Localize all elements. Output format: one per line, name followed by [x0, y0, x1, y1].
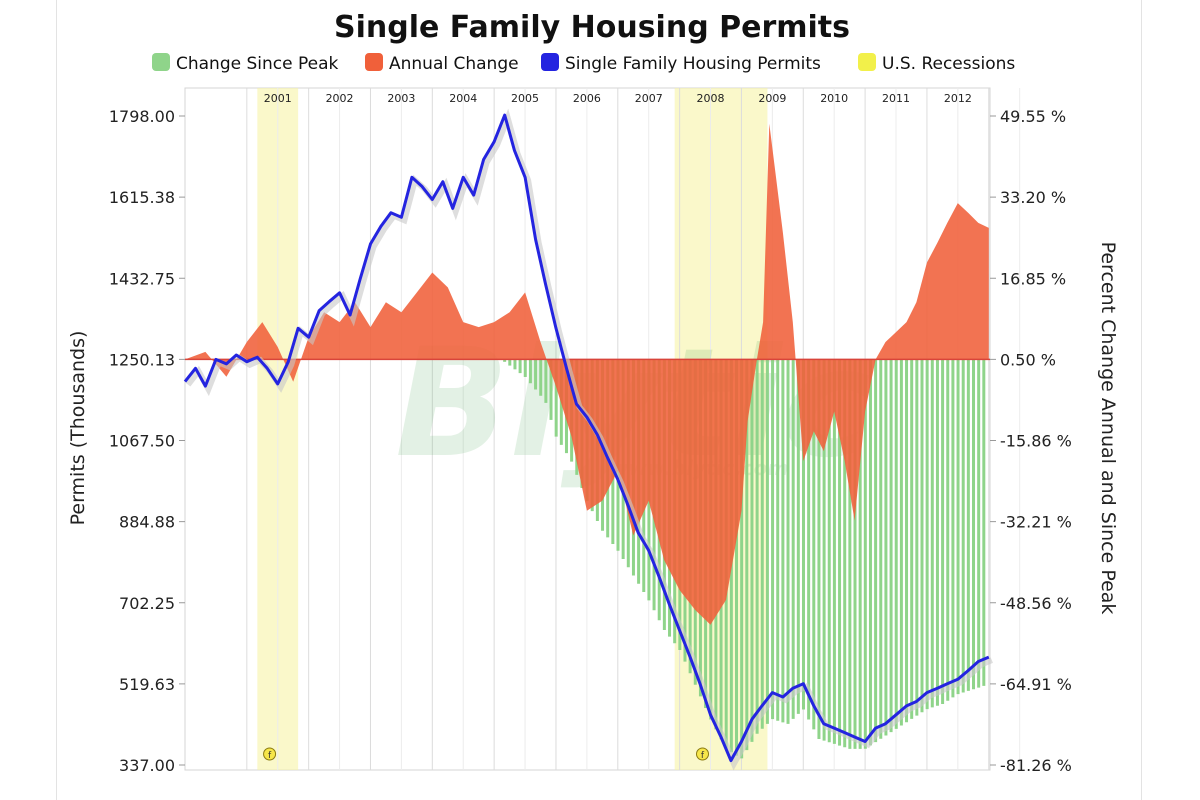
- recession-marker-icon: [696, 747, 709, 761]
- right-tick-label: -81.26 %: [1000, 756, 1072, 775]
- right-tick-label: 33.20 %: [1000, 188, 1066, 207]
- recession-marker-icon: [263, 747, 277, 761]
- left-tick-label: 702.25: [119, 594, 175, 613]
- right-tick-label: -64.91 %: [1000, 675, 1072, 694]
- left-tick-label: 1798.00: [109, 107, 175, 126]
- year-label: 2012: [944, 92, 972, 105]
- year-label: 2011: [882, 92, 910, 105]
- legend-swatch: [541, 53, 559, 71]
- permits-line: [183, 108, 993, 771]
- chart-title: Single Family Housing Permits: [334, 10, 850, 45]
- left-tick-label: 1067.50: [109, 432, 175, 451]
- annual-change-path: [185, 123, 989, 625]
- left-tick-label: 884.88: [119, 513, 175, 532]
- left-tick-label: 519.63: [119, 675, 175, 694]
- right-tick-label: -15.86 %: [1000, 432, 1072, 451]
- legend-label: Single Family Housing Permits: [565, 54, 821, 74]
- legend-swatch: [152, 53, 170, 71]
- right-axis: -81.26 % -64.91 % -48.56 % -32.21 % -15.86 %…: [990, 107, 1072, 775]
- legend-label: Annual Change: [389, 54, 519, 74]
- legend-label: Change Since Peak: [176, 54, 339, 74]
- year-label: 2008: [697, 92, 725, 105]
- left-tick-label: 1615.38: [109, 188, 175, 207]
- left-axis-title: Permits (Thousands): [67, 331, 89, 526]
- permits-line-path: [183, 113, 990, 763]
- year-label: 2001: [264, 92, 292, 105]
- year-label: 2005: [511, 92, 539, 105]
- left-axis: 337.00 519.63 702.25 884.88 1067.50 1250.13 14…: [109, 107, 185, 775]
- year-label: 2009: [758, 92, 786, 105]
- year-label: 2010: [820, 92, 848, 105]
- left-tick-label: 1250.13: [109, 350, 175, 369]
- recession-marker-label: f: [701, 751, 705, 761]
- year-label: 2007: [635, 92, 663, 105]
- right-tick-label: 16.85 %: [1000, 269, 1066, 288]
- annual-change-area: [185, 123, 990, 625]
- year-label: 2003: [387, 92, 415, 105]
- right-tick-label: -48.56 %: [1000, 594, 1072, 613]
- right-axis-title: Percent Change Annual and Since Peak: [1097, 242, 1119, 615]
- right-tick-label: 49.55 %: [1000, 107, 1066, 126]
- year-labels: 2001 2002 2003 2004 2005 2006 2007 2008 2009 2010…: [264, 92, 972, 105]
- year-label: 2004: [449, 92, 477, 105]
- legend: Change Since Peak Annual Change Single Fam…: [152, 53, 1015, 74]
- right-tick-label: -32.21 %: [1000, 513, 1072, 532]
- year-label: 2006: [573, 92, 601, 105]
- recession-marker-label: f: [268, 751, 272, 761]
- legend-label: U.S. Recessions: [882, 54, 1015, 74]
- left-tick-label: 337.00: [119, 756, 175, 775]
- legend-swatch: [858, 53, 876, 71]
- legend-swatch: [365, 53, 383, 71]
- year-label: 2002: [326, 92, 354, 105]
- right-tick-label: 0.50 %: [1000, 350, 1056, 369]
- left-tick-label: 1432.75: [109, 269, 175, 288]
